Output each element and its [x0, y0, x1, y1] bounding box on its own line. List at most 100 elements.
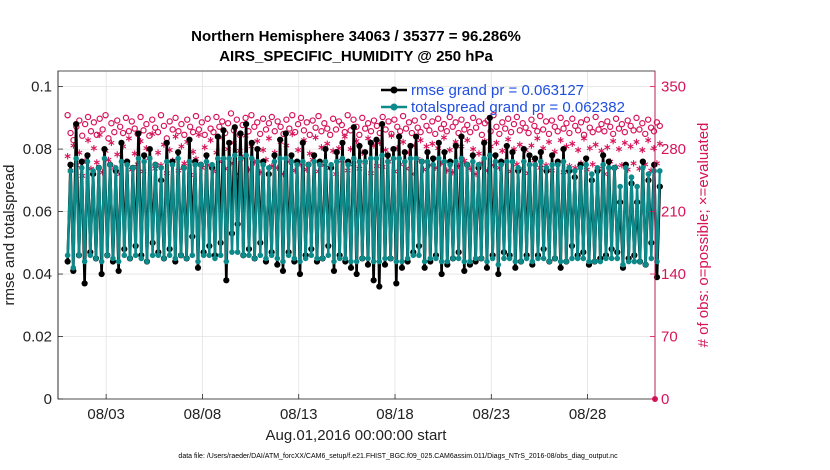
rmse-point — [226, 139, 233, 146]
y2-axis-label: # of obs: o=possible; ×=evaluated — [695, 123, 712, 348]
possible-marker — [394, 123, 401, 130]
evaluated-asterisk-stroke — [586, 146, 593, 151]
evaluated-asterisk-stroke — [149, 131, 156, 136]
totalspread-point — [591, 258, 598, 265]
totalspread-point — [433, 255, 439, 262]
possible-marker — [408, 129, 416, 137]
totalspread-point — [444, 258, 451, 265]
rmse-point — [495, 270, 502, 278]
totalspread-point — [416, 252, 422, 259]
evaluated-asterisk-stroke — [84, 138, 92, 143]
rmse-point — [146, 145, 153, 153]
possible-marker — [414, 124, 421, 131]
possible-marker — [210, 128, 217, 136]
totalspread-point — [450, 255, 456, 262]
evaluated-asterisk-stroke — [627, 144, 634, 149]
evaluated-asterisk-stroke — [90, 146, 97, 151]
rmse-point — [438, 270, 445, 278]
totalspread-point — [144, 258, 150, 265]
evaluated-asterisk-stroke — [195, 132, 202, 137]
evaluated-marker — [172, 133, 179, 140]
totalspread-point — [617, 183, 623, 190]
possible-marker — [172, 114, 179, 122]
totalspread-point — [566, 165, 572, 171]
axis-layer: 0 0.02 0.04 0.06 0.08 0.1 08/03 08/08 08/13 08/18… — [23, 79, 686, 423]
totalspread-point — [70, 265, 77, 271]
possible-marker — [569, 115, 576, 122]
possible-marker — [379, 113, 386, 121]
rmse-point — [296, 270, 304, 278]
totalspread-point — [382, 255, 388, 262]
totalspread-point — [640, 165, 646, 171]
totalspread-point — [583, 161, 589, 168]
evaluated-marker — [400, 138, 407, 146]
possible-marker — [359, 114, 366, 122]
evaluated-marker — [615, 145, 623, 153]
evaluated-asterisk-stroke — [534, 136, 541, 141]
rmse-point — [512, 264, 519, 271]
possible-marker — [111, 128, 118, 136]
x-axis-label: Aug.01,2016 00:00:00 start — [266, 427, 448, 444]
possible-marker — [534, 128, 541, 135]
totalspread-point — [552, 255, 558, 262]
legend-rmse-marker — [390, 86, 398, 94]
totalspread-point — [285, 252, 292, 259]
series-layer — [64, 110, 664, 402]
totalspread-point — [339, 155, 346, 162]
evaluated-marker — [505, 136, 512, 143]
rmse-point — [254, 145, 261, 153]
evaluated-asterisk-stroke — [446, 147, 453, 153]
totalspread-point — [424, 158, 431, 165]
possible-marker — [528, 116, 535, 123]
evaluated-asterisk-stroke — [604, 145, 611, 150]
rmse-point — [367, 139, 374, 146]
evaluated-asterisk-stroke — [645, 138, 652, 143]
totalspread-point — [430, 161, 436, 168]
possible-marker — [650, 128, 658, 135]
totalspread-point — [580, 255, 587, 262]
totalspread-point — [67, 168, 74, 174]
possible-marker — [160, 122, 168, 130]
x-tick-label: 08/28 — [569, 406, 607, 423]
evaluated-asterisk-stroke — [114, 152, 121, 157]
evaluated-asterisk-stroke — [615, 147, 623, 152]
totalspread-point — [232, 152, 238, 159]
possible-marker — [128, 118, 136, 125]
totalspread-point — [294, 161, 300, 168]
totalspread-point — [410, 252, 417, 259]
totalspread-point — [608, 255, 615, 262]
possible-marker — [545, 130, 553, 138]
totalspread-point — [178, 252, 184, 259]
totalspread-point — [257, 252, 264, 259]
possible-marker — [364, 120, 372, 127]
totalspread-point — [574, 255, 581, 262]
possible-marker — [458, 116, 465, 123]
totalspread-point — [220, 155, 227, 162]
totalspread-point — [115, 258, 122, 265]
possible-marker — [192, 112, 200, 120]
totalspread-point — [563, 258, 570, 265]
evaluated-marker — [207, 136, 214, 144]
evaluated-marker — [341, 133, 348, 140]
rmse-point — [67, 161, 74, 168]
possible-marker — [519, 120, 526, 127]
evaluated-marker — [64, 153, 71, 160]
evaluated-marker — [589, 161, 596, 168]
evaluated-asterisk-stroke — [569, 141, 576, 146]
totalspread-point — [475, 161, 482, 168]
totalspread-point — [308, 252, 315, 259]
possible-marker — [233, 116, 241, 123]
evaluated-asterisk-stroke — [589, 162, 596, 167]
evaluated-asterisk-stroke — [656, 141, 663, 146]
totalspread-point — [283, 155, 289, 162]
evaluated-marker — [627, 143, 634, 150]
possible-marker — [324, 125, 331, 132]
evaluated-marker — [149, 130, 156, 138]
totalspread-point — [390, 155, 397, 162]
y2-tick-label: 210 — [661, 204, 686, 221]
totalspread-point — [288, 158, 295, 165]
totalspread-point — [336, 255, 343, 262]
evaluated-marker — [516, 141, 523, 148]
possible-marker — [461, 126, 468, 133]
totalspread-point — [436, 155, 442, 162]
